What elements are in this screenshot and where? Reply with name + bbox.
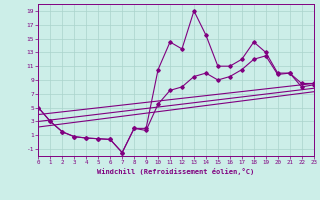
- X-axis label: Windchill (Refroidissement éolien,°C): Windchill (Refroidissement éolien,°C): [97, 168, 255, 175]
